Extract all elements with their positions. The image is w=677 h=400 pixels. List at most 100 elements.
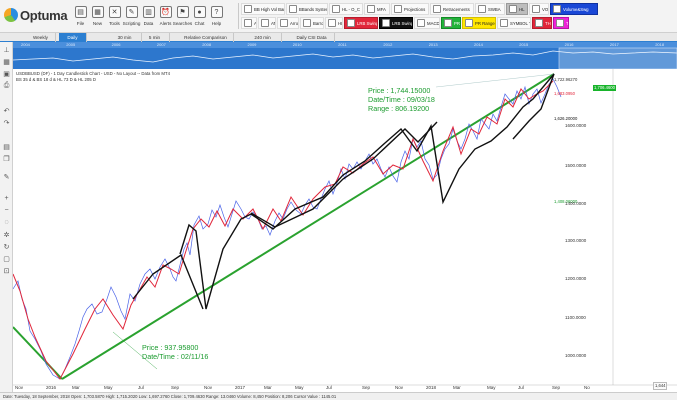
swing-line-black-mid	[250, 121, 438, 228]
study-button-th[interactable]: TH	[532, 17, 552, 29]
tab-5-min[interactable]: 5 min	[140, 33, 170, 42]
table-icon[interactable]: ▦	[3, 58, 10, 66]
crosshair-icon[interactable]: +	[4, 195, 9, 202]
left-toolbar: ⊥ ▦ ▣ ⎙ ↶ ↷ ▤ ❐ ✎ + − ◌ ✲ ↻ ▢ ⊡	[0, 42, 13, 392]
indicator-legend: BS 35 d & BS 18 d & HL 73 D & HL 205 D	[16, 77, 96, 82]
timeframe-tabs: Weekly Daily 30 min 5 min Relative Compariso…	[0, 33, 677, 42]
y-tick-label: 1300.0000	[565, 238, 587, 243]
overview-sparkline	[13, 47, 677, 69]
toolbar-button-chat[interactable]: ● Chat	[191, 3, 208, 31]
study-button-swba[interactable]: SWBA	[475, 3, 505, 15]
chart-title: USDBBUSD (DF) - 1 Day Candlestick Chart …	[16, 71, 171, 76]
study-icon	[394, 5, 402, 13]
chart-canvas[interactable]	[13, 69, 677, 392]
lock-icon[interactable]: ⊡	[3, 267, 10, 275]
study-icon	[332, 5, 340, 13]
study-button-lrb-swing[interactable]: LRB Swing	[379, 17, 413, 29]
annotation-bottom-price: Price : 937.95800	[142, 343, 199, 352]
study-button-arrow[interactable]: Arrow	[277, 17, 299, 29]
study-button-projections[interactable]: Projections	[391, 3, 429, 15]
study-button-atr[interactable]: ATR	[258, 17, 276, 29]
toolbar-button-help[interactable]: ? Help	[208, 3, 225, 31]
study-label: AF	[254, 20, 257, 26]
study-button-symbol-t[interactable]: SYMBOL T	[497, 17, 531, 29]
price-chart[interactable]: USDBBUSD (DF) - 1 Day Candlestick Chart …	[13, 69, 677, 392]
study-icon	[500, 19, 508, 27]
overview-year-label: 2010	[292, 42, 302, 47]
study-button-vol[interactable]: VOL	[529, 3, 549, 15]
study-button-hl[interactable]: HL	[506, 3, 528, 15]
save-icon[interactable]: ▣	[3, 70, 10, 78]
toolbar-button-tools[interactable]: ✕ Tools	[106, 3, 123, 31]
tab-30-min[interactable]: 30 min	[108, 33, 142, 42]
searches-icon: ⚑	[176, 6, 189, 18]
x-tick-label: Sep	[362, 385, 371, 390]
study-button-bbands-system[interactable]: BBands System	[286, 3, 328, 15]
print-icon[interactable]: ⎙	[3, 81, 10, 89]
swing-line-black	[179, 73, 555, 310]
study-button-macdh[interactable]: MACDH	[414, 17, 440, 29]
y-tick-label: 1400.0000	[565, 201, 587, 206]
x-tick-label: No	[584, 385, 590, 390]
trend-line-main	[61, 73, 555, 380]
y-tick-label: 1600.0000	[565, 123, 587, 128]
toolbar-button-scripting[interactable]: ✎ Scripting	[123, 3, 140, 31]
study-label: BBands System	[299, 6, 328, 12]
study-button-barroll[interactable]: Barroll	[300, 17, 324, 29]
study-button-pr-range[interactable]: PR Range	[462, 17, 496, 29]
toolbar-button-new[interactable]: ▦ New	[89, 3, 106, 31]
layers-icon[interactable]: ▤	[3, 143, 10, 151]
window-icon[interactable]: ▢	[3, 255, 10, 263]
study-button-af[interactable]: AF	[241, 17, 257, 29]
toolbar-button-file[interactable]: ▤ File	[72, 3, 89, 31]
status-bar: Date: Tuesday, 18 September, 2018 Open: …	[0, 392, 677, 400]
toolbar-button-alerts[interactable]: ⏰ Alerts	[157, 3, 174, 31]
study-button-bb-high-vol-bar[interactable]: BB High Vol Bar	[241, 3, 285, 15]
study-button-retracements[interactable]: Retracements	[430, 3, 474, 15]
study-label: LRB Swing	[357, 20, 378, 26]
tab-daily-csi-data[interactable]: Daily CSI Data	[289, 33, 335, 42]
pin-icon[interactable]: ⊥	[3, 46, 10, 54]
tab-weekly[interactable]: Weekly	[26, 33, 56, 42]
toolbar-buttons: ▤ File ▦ New ✕ Tools ✎ Scripting ▥ Data ⏰ Alerts ⚑ Se…	[72, 3, 225, 31]
study-button-mfa[interactable]: MFA	[364, 3, 390, 15]
zoom-out-icon[interactable]: −	[4, 207, 9, 214]
study-icon	[532, 5, 540, 13]
study-button-ts[interactable]: TS	[553, 17, 569, 29]
overview-navigator[interactable]: 2004 2005 2006 2007 2008 2009 2010 2011 2012 2013…	[13, 42, 677, 69]
tab-relative-comparison[interactable]: Relative Comparison	[178, 33, 234, 42]
tab-daily[interactable]: Daily	[59, 33, 87, 42]
trend-line-left	[13, 326, 63, 380]
redo-icon[interactable]: ↷	[3, 119, 10, 127]
settings-icon[interactable]: ✲	[3, 231, 10, 239]
zoom-readout[interactable]: 1,644	[653, 382, 668, 390]
undo-icon[interactable]: ↶	[3, 107, 10, 115]
study-button-lrb-swing[interactable]: LRB Swing	[344, 17, 378, 29]
draw-tool-icon[interactable]: ✎	[3, 173, 10, 181]
circle-icon[interactable]: ◌	[4, 219, 9, 226]
toolbar-button-label: New	[92, 21, 103, 26]
copy-icon[interactable]: ❐	[3, 155, 10, 163]
annotation-leader-top	[435, 73, 555, 88]
study-label: PR	[454, 20, 460, 26]
x-tick-label: May	[104, 385, 113, 390]
study-label: BB High Vol Bar	[254, 6, 285, 12]
black-swing-price-tag: 1,626.20000	[554, 116, 578, 121]
overview-year-label: 2004	[21, 42, 30, 47]
study-icon	[244, 19, 252, 27]
study-button-hlc[interactable]: HLc	[325, 17, 343, 29]
y-tick-label: 1500.0000	[565, 163, 587, 168]
y-tick-label: 1000.0000	[565, 353, 587, 358]
tab-240-min[interactable]: 240 min	[244, 33, 282, 42]
study-button-volume-swg[interactable]: Volume&Swg	[550, 3, 598, 15]
refresh-icon[interactable]: ↻	[3, 243, 10, 251]
x-tick-label: Sep	[552, 385, 561, 390]
toolbar-button-searches[interactable]: ⚑ Searches	[173, 3, 192, 31]
study-button-pr[interactable]: PR	[441, 17, 461, 29]
study-label: Arrow	[290, 20, 299, 26]
x-tick-label: 2018	[426, 385, 437, 390]
main-toolbar: Optuma ▤ File ▦ New ✕ Tools ✎ Scripting ▥ Data ⏰ Al…	[0, 0, 677, 33]
toolbar-button-data[interactable]: ▥ Data	[140, 3, 157, 31]
study-button-hl-o-c[interactable]: HL - O_C	[329, 3, 363, 15]
study-icon	[433, 5, 441, 13]
